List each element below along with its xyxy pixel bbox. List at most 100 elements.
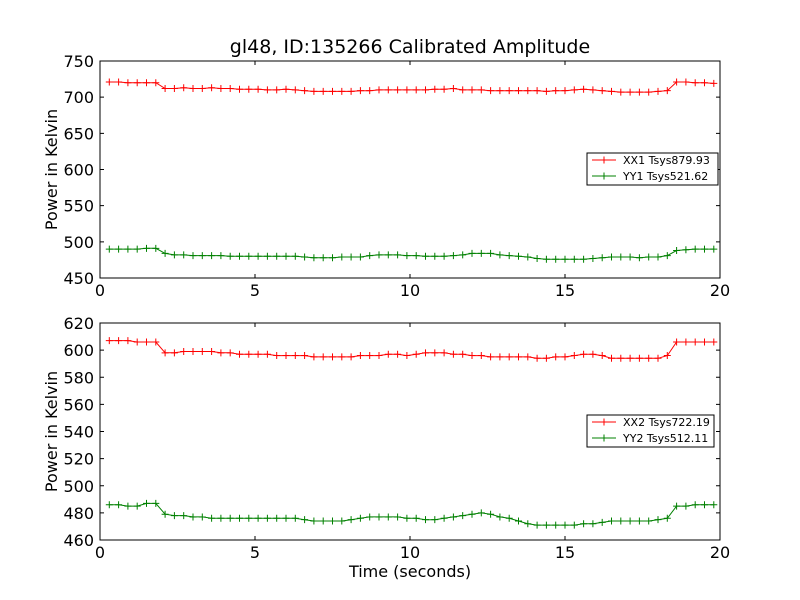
- data-point-marker: [124, 79, 132, 87]
- data-point-marker: [617, 517, 625, 525]
- data-point-marker: [282, 85, 290, 93]
- data-point-marker: [608, 517, 615, 525]
- data-point-marker: [170, 251, 178, 259]
- data-point-marker: [561, 521, 569, 529]
- y-tick-label: 480: [63, 504, 94, 523]
- x-axis-label: Time (seconds): [348, 562, 471, 581]
- data-point-marker: [645, 253, 653, 261]
- data-point-marker: [542, 354, 550, 362]
- data-point-marker: [366, 513, 374, 521]
- data-point-marker: [626, 354, 634, 362]
- data-point-marker: [682, 78, 690, 86]
- data-point-marker: [217, 84, 225, 92]
- data-point-marker: [403, 352, 411, 360]
- data-point-marker: [654, 354, 662, 362]
- data-point-marker: [459, 251, 467, 259]
- data-point-marker: [645, 354, 653, 362]
- data-point-marker: [347, 87, 355, 95]
- data-point-marker: [524, 520, 532, 528]
- data-point-marker: [412, 86, 420, 94]
- data-point-marker: [515, 517, 522, 525]
- data-point-marker: [570, 352, 578, 360]
- data-point-marker: [552, 353, 560, 361]
- data-point-marker: [542, 87, 550, 95]
- data-point-marker: [198, 84, 206, 92]
- data-point-marker: [570, 255, 578, 263]
- data-point-marker: [115, 501, 123, 509]
- data-point-marker: [394, 350, 402, 358]
- data-point-marker: [263, 350, 271, 358]
- data-point-marker: [617, 354, 625, 362]
- data-point-marker: [282, 514, 290, 522]
- data-point-marker: [468, 510, 476, 518]
- data-point-marker: [170, 84, 178, 92]
- data-point-marker: [580, 85, 588, 93]
- data-point-marker: [189, 513, 197, 521]
- data-point-marker: [570, 521, 578, 529]
- data-point-marker: [189, 252, 197, 260]
- data-point-marker: [645, 517, 653, 525]
- data-point-marker: [635, 354, 643, 362]
- data-point-marker: [263, 252, 271, 260]
- y-tick-label: 520: [63, 450, 94, 469]
- data-point-marker: [589, 86, 597, 94]
- data-point-marker: [245, 514, 253, 522]
- data-point-marker: [347, 516, 355, 524]
- data-point-marker: [180, 84, 188, 92]
- data-point-marker: [105, 78, 113, 86]
- data-point-marker: [208, 347, 216, 355]
- data-point-marker: [589, 350, 597, 358]
- data-point-marker: [701, 245, 708, 253]
- data-point-marker: [496, 353, 504, 361]
- data-point-marker: [552, 255, 560, 263]
- data-point-marker: [505, 87, 513, 95]
- data-point-marker: [161, 349, 169, 357]
- data-point-marker: [254, 350, 262, 358]
- x-tick-label: 10: [400, 281, 420, 300]
- data-point-marker: [487, 87, 495, 95]
- data-point-marker: [180, 347, 188, 355]
- data-point-marker: [319, 254, 327, 262]
- data-point-marker: [189, 84, 197, 92]
- x-tick-label: 0: [95, 543, 105, 562]
- data-point-marker: [198, 252, 206, 260]
- data-point-marker: [161, 249, 169, 257]
- data-point-marker: [319, 87, 327, 95]
- data-point-marker: [468, 86, 476, 94]
- subplot-bottom: 0 5 10 15 20 460 480 500 520 540 560 580 600 620 Power…: [42, 314, 730, 581]
- data-point-marker: [124, 502, 132, 510]
- data-point-marker: [533, 521, 541, 529]
- data-point-marker: [496, 251, 504, 259]
- y-tick-label: 560: [63, 395, 94, 414]
- legend: XX1 Tsys879.93 YY1 Tsys521.62: [586, 152, 719, 186]
- data-point-marker: [701, 79, 708, 87]
- data-point-marker: [319, 353, 327, 361]
- data-point-marker: [691, 338, 699, 346]
- data-point-marker: [654, 516, 662, 524]
- data-point-marker: [338, 253, 346, 261]
- x-tick-label: 20: [710, 281, 730, 300]
- data-point-marker: [375, 251, 383, 259]
- data-point-marker: [561, 353, 569, 361]
- data-point-marker: [449, 513, 457, 521]
- data-point-marker: [431, 516, 439, 524]
- data-point-marker: [105, 337, 113, 345]
- data-point-marker: [254, 252, 262, 260]
- data-point-marker: [338, 353, 346, 361]
- data-point-marker: [580, 350, 588, 358]
- data-point-marker: [515, 252, 522, 260]
- data-point-marker: [673, 338, 681, 346]
- legend-entry-label: XX2 Tsys722.19: [623, 416, 710, 429]
- data-point-marker: [273, 352, 281, 360]
- data-point-marker: [375, 513, 383, 521]
- data-point-marker: [626, 88, 634, 96]
- data-point-marker: [403, 86, 411, 94]
- data-point-marker: [663, 87, 671, 95]
- data-point-marker: [105, 501, 113, 509]
- data-point-marker: [329, 353, 336, 361]
- data-point-marker: [124, 245, 132, 253]
- data-point-marker: [422, 516, 429, 524]
- data-point-marker: [170, 512, 178, 520]
- data-point-marker: [254, 514, 262, 522]
